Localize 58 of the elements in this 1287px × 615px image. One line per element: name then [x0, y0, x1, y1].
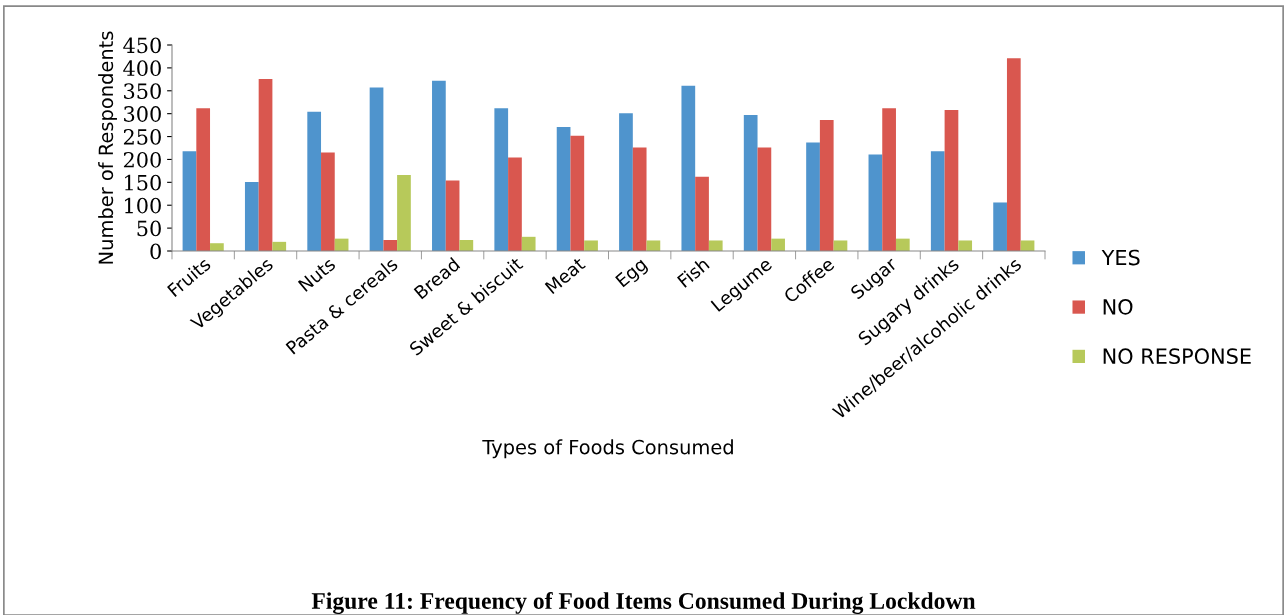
bar	[321, 152, 335, 251]
legend-label: YES	[1101, 249, 1140, 266]
bar	[570, 135, 585, 251]
y-axis-title: Number of Respondents	[98, 31, 117, 264]
bar	[459, 240, 474, 251]
bar	[632, 147, 647, 251]
bar	[958, 240, 973, 251]
y-tick-label: 100	[125, 197, 161, 214]
bar	[1006, 58, 1021, 251]
bar	[196, 108, 211, 251]
bar	[210, 243, 224, 251]
bar	[383, 240, 398, 251]
bar	[806, 142, 820, 251]
text: Figure 11: Frequency of Food Items Consumed During Lockdown	[311, 592, 976, 614]
bar	[182, 151, 197, 251]
y-tick-label: 50	[137, 220, 161, 237]
bar	[882, 108, 896, 251]
bar	[1020, 240, 1035, 251]
bar	[584, 240, 598, 251]
y-tick-label: 450	[123, 37, 161, 54]
bar	[895, 238, 910, 251]
y-tick-label: 0	[150, 243, 161, 260]
bar	[944, 110, 959, 251]
x-tick-label: Fish	[676, 256, 710, 288]
bar	[397, 175, 411, 251]
bar	[508, 157, 522, 251]
legend-label: NO RESPONSE	[1103, 348, 1251, 365]
bar	[868, 154, 883, 251]
y-tick-label: 400	[123, 60, 161, 77]
bar	[619, 113, 633, 251]
bar	[993, 202, 1007, 251]
bar	[930, 151, 945, 251]
x-axis-title: Types of Foods Consumed	[482, 439, 733, 459]
bar	[244, 181, 259, 251]
bar	[445, 180, 460, 251]
y-tick-label: 350	[124, 83, 161, 99]
bar	[258, 78, 273, 251]
y-tick-label: 200	[123, 151, 161, 168]
bar	[556, 126, 571, 251]
x-tick-label: Egg	[615, 257, 650, 291]
bar	[743, 115, 758, 251]
bar	[494, 108, 509, 251]
y-tick-label: 250	[123, 129, 161, 145]
bar	[369, 87, 384, 251]
legend-label: NO	[1103, 298, 1133, 315]
bar	[432, 80, 446, 251]
bar	[646, 240, 661, 251]
bar	[771, 238, 785, 251]
bar	[833, 240, 848, 251]
y-tick-label: 150	[125, 174, 161, 191]
bar	[521, 236, 536, 251]
y-tick-label: 300	[124, 106, 161, 122]
bar	[681, 85, 696, 251]
bar	[695, 176, 709, 251]
bar	[819, 120, 834, 251]
bar	[307, 111, 322, 251]
bar	[757, 147, 772, 251]
bar	[708, 240, 723, 251]
